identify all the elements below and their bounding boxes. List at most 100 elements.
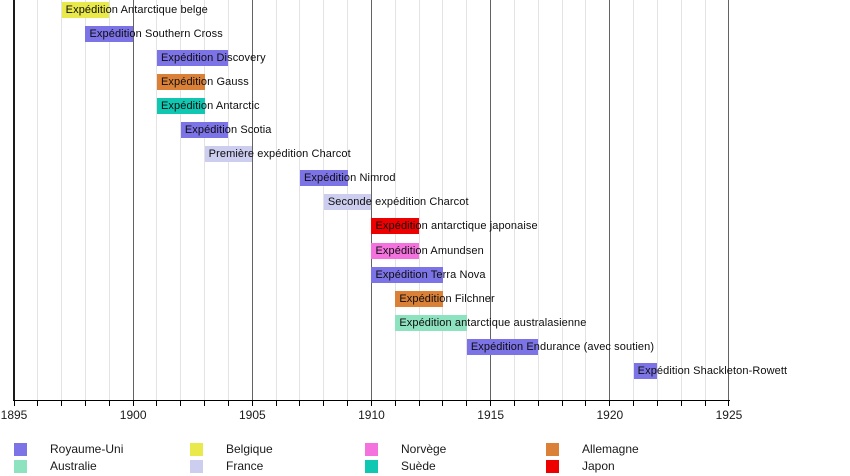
legend-swatch-royaume_uni — [14, 442, 27, 456]
gridline-1920 — [609, 0, 611, 400]
legend-label-norvege: Norvège — [401, 442, 447, 456]
axis-tick-1924 — [704, 401, 706, 406]
gridline-1917 — [537, 0, 539, 400]
axis-tick-1900 — [132, 401, 134, 406]
axis-tick-1915 — [490, 401, 492, 406]
axis-tick-1908 — [323, 401, 325, 406]
axis-tick-label-1905: 1905 — [238, 408, 266, 422]
gridline-1918 — [561, 0, 563, 400]
legend-item-france: France — [190, 459, 263, 473]
gridline-1911 — [394, 0, 396, 400]
legend-label-suede: Suède — [401, 459, 436, 473]
gridline-1904 — [227, 0, 229, 400]
gridline-1923 — [680, 0, 682, 400]
timeline-bar-label: Seconde expédition Charcot — [327, 196, 469, 209]
legend-swatch-japon — [546, 459, 559, 473]
timeline-bar-label: Expédition Scotia — [184, 124, 272, 137]
timeline-bar-label: Expédition Amundsen — [375, 244, 484, 257]
axis-tick-1914 — [466, 401, 468, 406]
timeline-bar: Expédition Southern Cross — [85, 26, 223, 43]
timeline-bar: Expédition Nimrod — [299, 170, 395, 187]
axis-tick-label-1895: 1895 — [0, 408, 28, 422]
timeline-bar: Expédition antarctique australasienne — [395, 314, 586, 331]
legend-swatch-australie — [14, 459, 27, 473]
axis-tick-1923 — [680, 401, 682, 406]
gridline-1901 — [156, 0, 158, 400]
axis-tick-1912 — [418, 401, 420, 406]
legend-item-belgique: Belgique — [190, 442, 273, 456]
timeline-bar: Expédition Filchner — [395, 290, 495, 307]
gridline-1898 — [84, 0, 86, 400]
axis-tick-1906 — [275, 401, 277, 406]
legend-item-norvege: Norvège — [365, 442, 446, 456]
legend-label-france: France — [226, 459, 264, 473]
axis-tick-1910 — [370, 401, 372, 406]
timeline-bar-label: Expédition antarctique australasienne — [399, 316, 587, 329]
axis-tick-1905 — [251, 401, 253, 406]
timeline-bar: Expédition Shackleton-Rowett — [633, 362, 787, 379]
legend-label-japon: Japon — [582, 459, 615, 473]
timeline-bar: Expédition Gauss — [156, 74, 249, 91]
gridline-1895 — [13, 0, 15, 400]
axis-tick-label-1910: 1910 — [358, 408, 385, 422]
timeline-bar-label: Expédition Southern Cross — [89, 28, 223, 41]
timeline-bar-label: Expédition Discovery — [160, 52, 266, 65]
axis-tick-1911 — [394, 401, 396, 406]
timeline-bar: Expédition Scotia — [180, 122, 271, 139]
timeline-bar: Expédition Amundsen — [371, 242, 484, 259]
timeline-bar: Expédition Antarctic — [156, 98, 260, 115]
legend-item-allemagne: Allemagne — [546, 442, 639, 456]
gridline-1925 — [728, 0, 730, 400]
axis-tick-1904 — [227, 401, 229, 406]
legend-label-allemagne: Allemagne — [582, 442, 639, 456]
axis-tick-1916 — [513, 401, 515, 406]
legend-item-royaume_uni: Royaume-Uni — [14, 442, 123, 456]
axis-tick-label-1925: 1925 — [715, 408, 743, 422]
axis-tick-1902 — [180, 401, 182, 406]
legend-swatch-allemagne — [546, 442, 559, 456]
timeline-bar-label: Expédition Terra Nova — [375, 268, 486, 281]
timeline-bar-label: Expédition Filchner — [399, 292, 495, 305]
legend-item-suede: Suède — [365, 459, 436, 473]
legend-item-japon: Japon — [546, 459, 615, 473]
axis-tick-1918 — [561, 401, 563, 406]
gridline-1905 — [251, 0, 253, 400]
gridline-1915 — [490, 0, 492, 400]
timeline-bar-label: Expédition Gauss — [160, 76, 249, 89]
axis-tick-1925 — [728, 401, 730, 406]
axis-tick-label-1920: 1920 — [596, 408, 624, 422]
legend-label-australie: Australie — [50, 459, 97, 473]
timeline-bar-label: Expédition Antarctic — [160, 100, 260, 113]
gridline-1916 — [513, 0, 515, 400]
timeline-bar-label: Expédition Shackleton-Rowett — [637, 364, 788, 377]
gridline-1899 — [108, 0, 110, 400]
gridline-1912 — [418, 0, 420, 400]
axis-tick-1903 — [204, 401, 206, 406]
timeline-bar: Seconde expédition Charcot — [323, 194, 469, 211]
axis-tick-1896 — [37, 401, 39, 406]
gridline-1914 — [466, 0, 468, 400]
gridline-1906 — [275, 0, 277, 400]
gridline-1897 — [61, 0, 63, 400]
timeline-bar-label: Expédition Nimrod — [303, 172, 396, 185]
axis-tick-label-1900: 1900 — [119, 408, 147, 422]
gridline-1896 — [37, 0, 39, 400]
legend-swatch-belgique — [190, 442, 203, 456]
axis-tick-1913 — [442, 401, 444, 406]
timeline-bar: Première expédition Charcot — [204, 146, 351, 163]
legend-label-royaume_uni: Royaume-Uni — [50, 442, 124, 456]
gridline-1900 — [132, 0, 134, 400]
axis-tick-1921 — [633, 401, 635, 406]
axis-tick-1922 — [656, 401, 658, 406]
axis-tick-1909 — [347, 401, 349, 406]
legend-label-belgique: Belgique — [226, 442, 273, 456]
gridline-1924 — [704, 0, 706, 400]
legend-swatch-norvege — [365, 442, 378, 456]
timeline-bar: Expédition Antarctique belge — [61, 2, 208, 18]
axis-tick-label-1915: 1915 — [477, 408, 505, 422]
gridline-1903 — [204, 0, 206, 400]
gridline-1907 — [299, 0, 301, 400]
axis-tick-1899 — [108, 401, 110, 406]
gridline-1902 — [180, 0, 182, 400]
